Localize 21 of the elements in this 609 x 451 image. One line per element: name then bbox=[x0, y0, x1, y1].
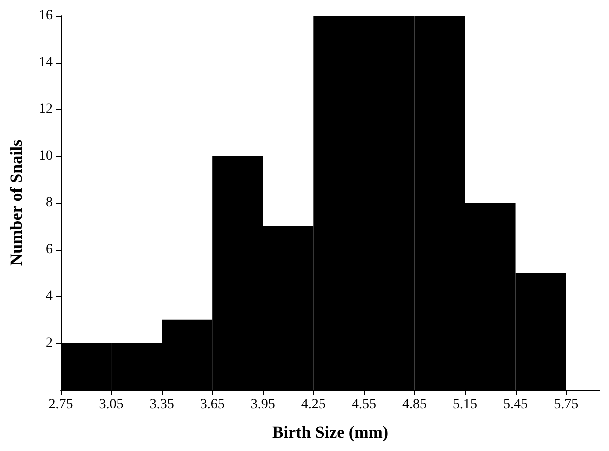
x-tick-label: 4.25 bbox=[301, 398, 326, 412]
y-tick-label: 2 bbox=[46, 336, 53, 351]
x-tick-label: 3.05 bbox=[99, 398, 124, 412]
x-tick-label: 3.65 bbox=[200, 398, 225, 412]
x-tick-label: 5.45 bbox=[504, 398, 528, 412]
x-tick-label: 3.95 bbox=[250, 398, 276, 412]
y-tick-label: 6 bbox=[46, 242, 53, 258]
y-axis-title: Number of Snails bbox=[7, 139, 26, 266]
y-tick-label: 4 bbox=[46, 289, 53, 304]
x-axis-title: Birth Size (mm) bbox=[272, 423, 389, 442]
x-tick-label: 4.55 bbox=[352, 398, 376, 412]
x-tick-label: 3.35 bbox=[150, 398, 174, 412]
y-tick-label: 10 bbox=[39, 148, 53, 164]
x-tick-label: 5.15 bbox=[453, 398, 478, 412]
x-tick-label: 5.75 bbox=[554, 398, 579, 412]
x-tick-label: 2.75 bbox=[48, 398, 74, 412]
x-tick-label: 4.85 bbox=[402, 398, 427, 412]
y-tick-label: 16 bbox=[39, 8, 53, 24]
y-tick-label: 12 bbox=[39, 102, 53, 117]
y-tick-label: 14 bbox=[39, 55, 53, 70]
y-tick-label: 8 bbox=[46, 196, 53, 210]
